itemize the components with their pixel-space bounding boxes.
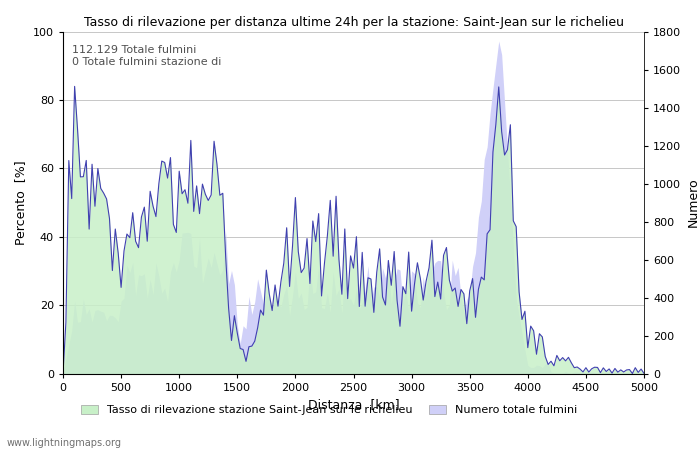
Title: Tasso di rilevazione per distanza ultime 24h per la stazione: Saint-Jean sur le : Tasso di rilevazione per distanza ultime… [83, 16, 624, 29]
X-axis label: Distanza  [km]: Distanza [km] [308, 398, 399, 411]
Y-axis label: Percento  [%]: Percento [%] [15, 160, 27, 245]
Text: www.lightningmaps.org: www.lightningmaps.org [7, 438, 122, 448]
Text: 112.129 Totale fulmini
0 Totale fulmini stazione di: 112.129 Totale fulmini 0 Totale fulmini … [71, 45, 221, 67]
Y-axis label: Numero: Numero [687, 178, 700, 227]
Legend: Tasso di rilevazione stazione Saint-Jean sur le richelieu, Numero totale fulmini: Tasso di rilevazione stazione Saint-Jean… [77, 400, 581, 420]
